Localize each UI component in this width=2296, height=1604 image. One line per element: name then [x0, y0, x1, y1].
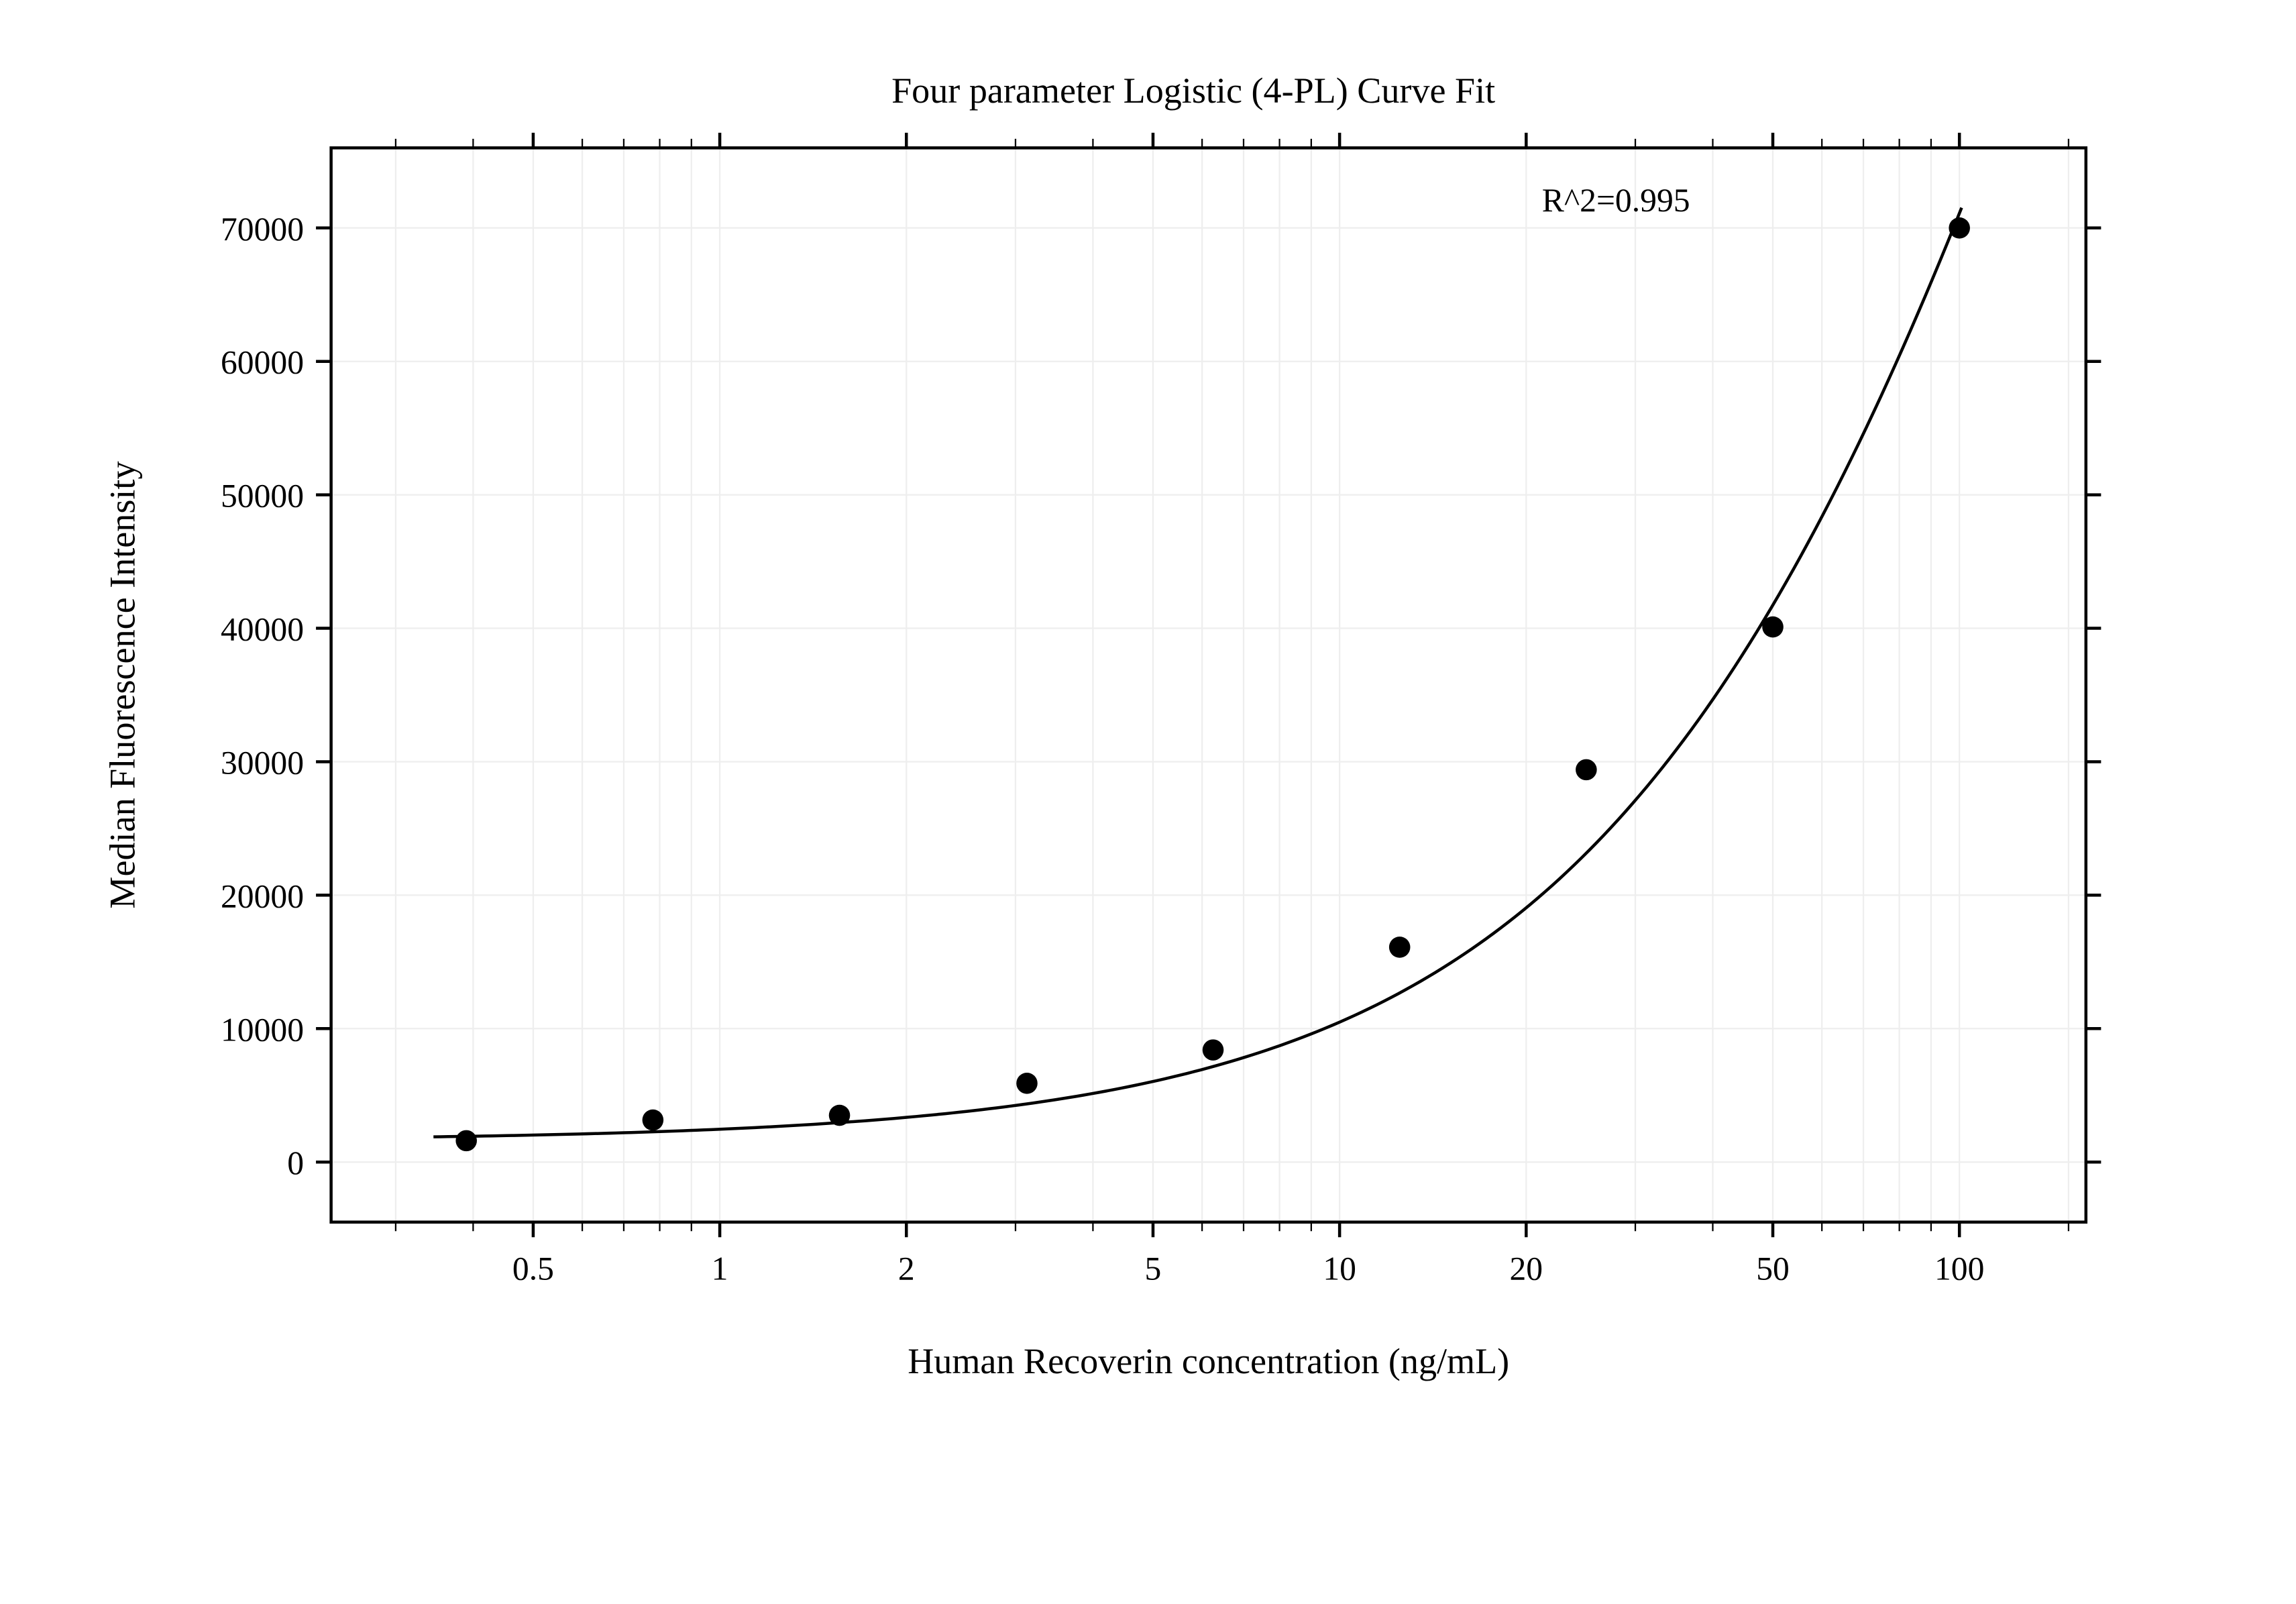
x-tick-label: 1 — [712, 1250, 728, 1287]
x-axis-label: Human Recoverin concentration (ng/mL) — [908, 1341, 1509, 1381]
chart-container: Four parameter Logistic (4-PL) Curve Fit… — [0, 0, 2296, 1566]
x-tick-label: 20 — [1509, 1250, 1543, 1287]
y-axis-label: Median Fluorescence Intensity — [102, 461, 142, 908]
data-point — [1762, 617, 1784, 638]
x-tick-label: 50 — [1756, 1250, 1790, 1287]
r-squared-annotation: R^2=0.995 — [1542, 182, 1690, 219]
data-point — [455, 1130, 477, 1152]
chart-svg: Four parameter Logistic (4-PL) Curve Fit… — [13, 27, 2283, 1540]
x-tick-label: 100 — [1934, 1250, 1984, 1287]
data-point — [1016, 1073, 1038, 1094]
data-point — [1203, 1039, 1224, 1061]
y-tick-label: 30000 — [221, 744, 304, 781]
data-point — [1949, 217, 1970, 239]
x-tick-label: 2 — [898, 1250, 915, 1287]
data-point — [1576, 759, 1597, 781]
x-tick-label: 10 — [1323, 1250, 1356, 1287]
y-tick-label: 40000 — [221, 611, 304, 648]
y-tick-label: 50000 — [221, 478, 304, 515]
data-point — [643, 1110, 664, 1131]
plot-area: 0 10000 20000 30000 40000 50000 60000 70000 0.5 1… — [221, 133, 2101, 1287]
y-tick-label: 60000 — [221, 344, 304, 381]
data-point — [829, 1105, 851, 1126]
y-tick-label: 20000 — [221, 877, 304, 914]
chart-title: Four parameter Logistic (4-PL) Curve Fit — [891, 70, 1495, 111]
x-tick-label: 0.5 — [512, 1250, 554, 1287]
data-point — [1389, 937, 1411, 958]
x-tick-label: 5 — [1145, 1250, 1162, 1287]
y-tick-label: 10000 — [221, 1011, 304, 1048]
y-tick-label: 70000 — [221, 211, 304, 248]
y-tick-label: 0 — [287, 1144, 304, 1181]
